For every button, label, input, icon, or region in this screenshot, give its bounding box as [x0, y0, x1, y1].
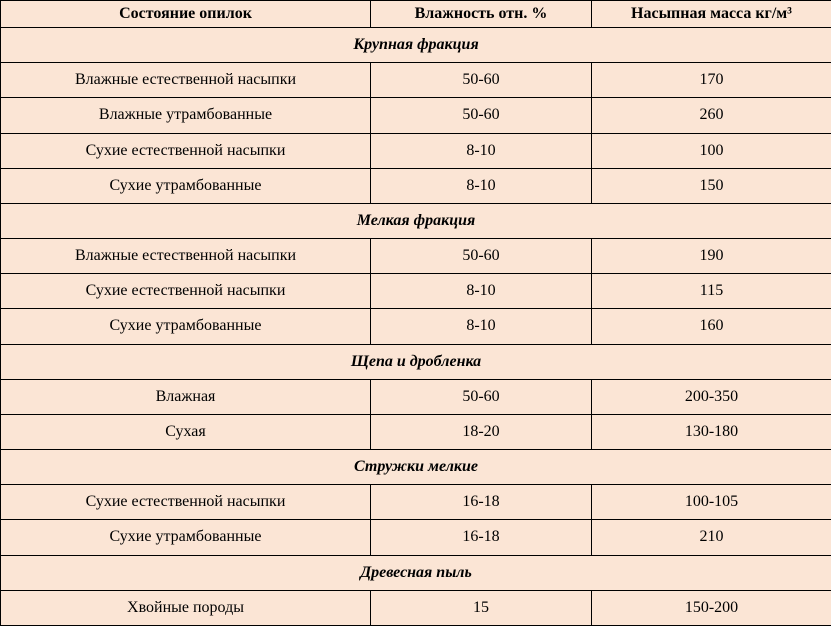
cell-state: Влажные естественной насыпки — [1, 239, 371, 274]
cell-humidity: 16-18 — [371, 485, 592, 520]
table-row: Сухая18-20130-180 — [1, 414, 831, 449]
cell-mass: 150-200 — [592, 590, 831, 625]
table-row: Сухие естественной насыпки8-10115 — [1, 274, 831, 309]
cell-state: Сухие утрамбованные — [1, 309, 371, 344]
table-row: Влажная50-60200-350 — [1, 379, 831, 414]
section-row: Крупная фракция — [1, 28, 831, 63]
section-title: Стружки мелкие — [1, 450, 831, 485]
cell-humidity: 50-60 — [371, 379, 592, 414]
cell-mass: 160 — [592, 309, 831, 344]
section-title: Древесная пыль — [1, 555, 831, 590]
sawdust-properties-table: Состояние опилок Влажность отн. % Насыпн… — [0, 0, 831, 626]
cell-state: Сухая — [1, 414, 371, 449]
cell-mass: 210 — [592, 520, 831, 555]
cell-mass: 150 — [592, 168, 831, 203]
table-row: Сухие естественной насыпки8-10100 — [1, 133, 831, 168]
cell-state: Влажные естественной насыпки — [1, 63, 371, 98]
section-row: Стружки мелкие — [1, 450, 831, 485]
table-row: Влажные утрамбованные50-60260 — [1, 98, 831, 133]
section-row: Древесная пыль — [1, 555, 831, 590]
cell-humidity: 50-60 — [371, 239, 592, 274]
cell-humidity: 50-60 — [371, 98, 592, 133]
cell-mass: 130-180 — [592, 414, 831, 449]
header-mass: Насыпная масса кг/м³ — [592, 1, 831, 28]
cell-state: Сухие утрамбованные — [1, 168, 371, 203]
cell-mass: 100-105 — [592, 485, 831, 520]
cell-humidity: 18-20 — [371, 414, 592, 449]
cell-state: Хвойные породы — [1, 590, 371, 625]
cell-state: Влажная — [1, 379, 371, 414]
table-row: Хвойные породы15150-200 — [1, 590, 831, 625]
cell-state: Сухие естественной насыпки — [1, 485, 371, 520]
cell-humidity: 8-10 — [371, 168, 592, 203]
table-row: Сухие утрамбованные8-10150 — [1, 168, 831, 203]
cell-mass: 200-350 — [592, 379, 831, 414]
table-row: Сухие естественной насыпки16-18100-105 — [1, 485, 831, 520]
section-title: Щепа и дробленка — [1, 344, 831, 379]
table-body: Крупная фракцияВлажные естественной насы… — [1, 28, 831, 626]
cell-state: Сухие естественной насыпки — [1, 133, 371, 168]
header-state: Состояние опилок — [1, 1, 371, 28]
cell-mass: 100 — [592, 133, 831, 168]
section-title: Мелкая фракция — [1, 203, 831, 238]
cell-mass: 190 — [592, 239, 831, 274]
table-row: Влажные естественной насыпки50-60170 — [1, 63, 831, 98]
cell-humidity: 8-10 — [371, 274, 592, 309]
cell-state: Влажные утрамбованные — [1, 98, 371, 133]
cell-mass: 170 — [592, 63, 831, 98]
table-row: Сухие утрамбованные16-18210 — [1, 520, 831, 555]
section-row: Мелкая фракция — [1, 203, 831, 238]
table-row: Сухие утрамбованные8-10160 — [1, 309, 831, 344]
section-title: Крупная фракция — [1, 28, 831, 63]
cell-mass: 260 — [592, 98, 831, 133]
cell-humidity: 8-10 — [371, 309, 592, 344]
cell-humidity: 16-18 — [371, 520, 592, 555]
section-row: Щепа и дробленка — [1, 344, 831, 379]
table-header-row: Состояние опилок Влажность отн. % Насыпн… — [1, 1, 831, 28]
cell-humidity: 15 — [371, 590, 592, 625]
header-humidity: Влажность отн. % — [371, 1, 592, 28]
table-row: Влажные естественной насыпки50-60190 — [1, 239, 831, 274]
cell-mass: 115 — [592, 274, 831, 309]
cell-humidity: 8-10 — [371, 133, 592, 168]
cell-state: Сухие утрамбованные — [1, 520, 371, 555]
cell-humidity: 50-60 — [371, 63, 592, 98]
cell-state: Сухие естественной насыпки — [1, 274, 371, 309]
